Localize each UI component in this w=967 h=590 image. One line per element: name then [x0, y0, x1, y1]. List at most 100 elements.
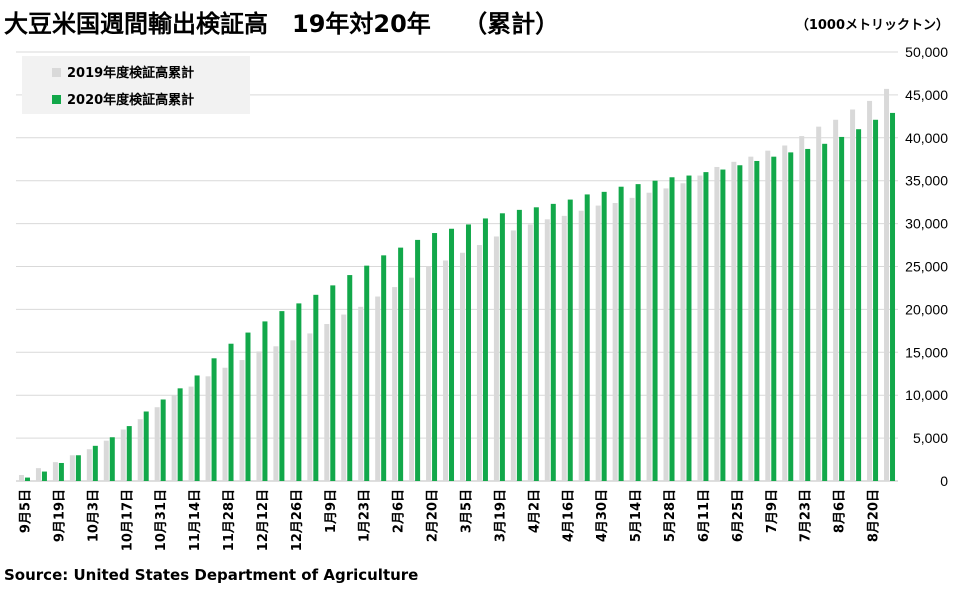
bar-2020: [788, 152, 794, 481]
unit-label: （1000メトリックトン）: [795, 18, 949, 33]
x-tick-label: 9月5日: [18, 489, 33, 533]
legend-label-2020: 2020年度検証高累計: [67, 93, 195, 108]
x-tick-label: 9月19日: [52, 489, 67, 542]
bar-2019: [629, 197, 635, 482]
bar-2019: [35, 468, 41, 481]
bar-2019: [341, 314, 347, 481]
x-tick-label: 10月17日: [120, 489, 135, 551]
x-tick-label: 1月9日: [324, 489, 339, 533]
bar-2020: [296, 303, 302, 481]
x-tick-label: 12月12日: [256, 489, 271, 551]
bar-2020: [160, 399, 166, 481]
bar-2020: [601, 191, 607, 481]
bar-2019: [222, 367, 228, 481]
bar-2020: [228, 343, 234, 481]
y-tick-label: 10,000: [905, 387, 948, 403]
x-tick-label: 3月19日: [493, 489, 508, 542]
bar-2019: [493, 236, 499, 481]
bar-2019: [782, 145, 788, 481]
bar-2019: [239, 360, 245, 481]
bar-2020: [432, 233, 438, 481]
x-tick-label: 4月16日: [561, 489, 576, 542]
y-tick-label: 35,000: [905, 173, 948, 189]
y-tick-label: 0: [940, 473, 948, 489]
bar-2019: [171, 395, 177, 481]
bar-2019: [646, 192, 652, 481]
x-tick-label: 3月5日: [459, 489, 474, 533]
bar-2020: [703, 172, 709, 481]
bar-2020: [398, 247, 404, 481]
bar-2020: [41, 471, 47, 481]
bar-2020: [771, 156, 777, 481]
bar-2020: [262, 321, 268, 481]
source-note: Source: United States Department of Agri…: [4, 566, 419, 584]
x-tick-label: 4月30日: [595, 489, 610, 542]
bar-2019: [18, 474, 24, 481]
bar-2019: [714, 166, 720, 481]
bar-2019: [510, 230, 516, 481]
bar-2020: [618, 186, 624, 481]
bar-2019: [612, 203, 618, 481]
bar-2020: [313, 294, 319, 481]
x-tick-label: 12月26日: [290, 489, 305, 551]
bar-2019: [69, 455, 75, 481]
legend-swatch-2020: [52, 95, 61, 104]
bar-2019: [731, 161, 737, 481]
bar-2020: [499, 213, 505, 482]
bar-2020: [652, 180, 658, 481]
bar-series: [18, 88, 896, 482]
bar-2020: [449, 228, 455, 481]
bar-2020: [415, 239, 421, 481]
bar-2020: [24, 477, 30, 481]
bar-2019: [120, 429, 126, 481]
bar-2019: [392, 287, 398, 481]
y-tick-label: 5,000: [913, 430, 948, 446]
bar-2020: [567, 199, 573, 481]
bar-2019: [443, 260, 449, 481]
bar-2019: [52, 462, 58, 481]
chart-title: 大豆米国週間輸出検証高 19年対20年 （累計）: [4, 10, 560, 38]
bar-2019: [375, 296, 381, 481]
bar-2019: [544, 219, 550, 481]
bar-2020: [482, 218, 488, 481]
bar-2019: [307, 333, 313, 481]
x-tick-label: 7月23日: [799, 489, 814, 542]
bar-2019: [137, 419, 143, 481]
bar-2020: [890, 112, 896, 482]
x-tick-label: 6月25日: [731, 489, 746, 542]
bar-2019: [256, 351, 262, 481]
bar-2020: [75, 455, 81, 481]
bar-2020: [635, 184, 641, 481]
bar-2019: [426, 266, 432, 481]
bar-2019: [816, 126, 822, 482]
bar-2019: [324, 323, 330, 481]
bar-2020: [143, 411, 149, 481]
bar-2019: [205, 376, 211, 481]
y-tick-label: 30,000: [905, 216, 948, 232]
bar-2020: [330, 285, 336, 481]
x-tick-label: 11月28日: [222, 489, 237, 551]
bar-2020: [381, 255, 387, 481]
bar-2020: [92, 445, 98, 481]
x-tick-label: 8月20日: [867, 489, 882, 542]
bar-2019: [765, 150, 771, 482]
bar-2020: [194, 375, 200, 481]
legend-item-2020: 2020年度検証高累計: [52, 89, 194, 108]
bar-2019: [578, 210, 584, 482]
bar-2020: [686, 175, 692, 482]
bar-2019: [663, 188, 669, 482]
x-tick-label: 6月11日: [697, 489, 712, 542]
bar-2019: [697, 175, 703, 482]
y-tick-label: 25,000: [905, 259, 948, 275]
bar-2019: [884, 88, 890, 481]
bar-2019: [86, 449, 92, 481]
bar-2019: [154, 407, 160, 481]
bar-2019: [476, 245, 482, 481]
x-tick-label: 4月2日: [527, 489, 542, 533]
legend-item-2019: 2019年度検証高累計: [52, 62, 194, 81]
x-tick-label: 7月9日: [765, 489, 780, 533]
bar-2020: [805, 148, 811, 481]
x-tick-label: 5月28日: [663, 489, 678, 542]
bar-2019: [358, 306, 364, 481]
